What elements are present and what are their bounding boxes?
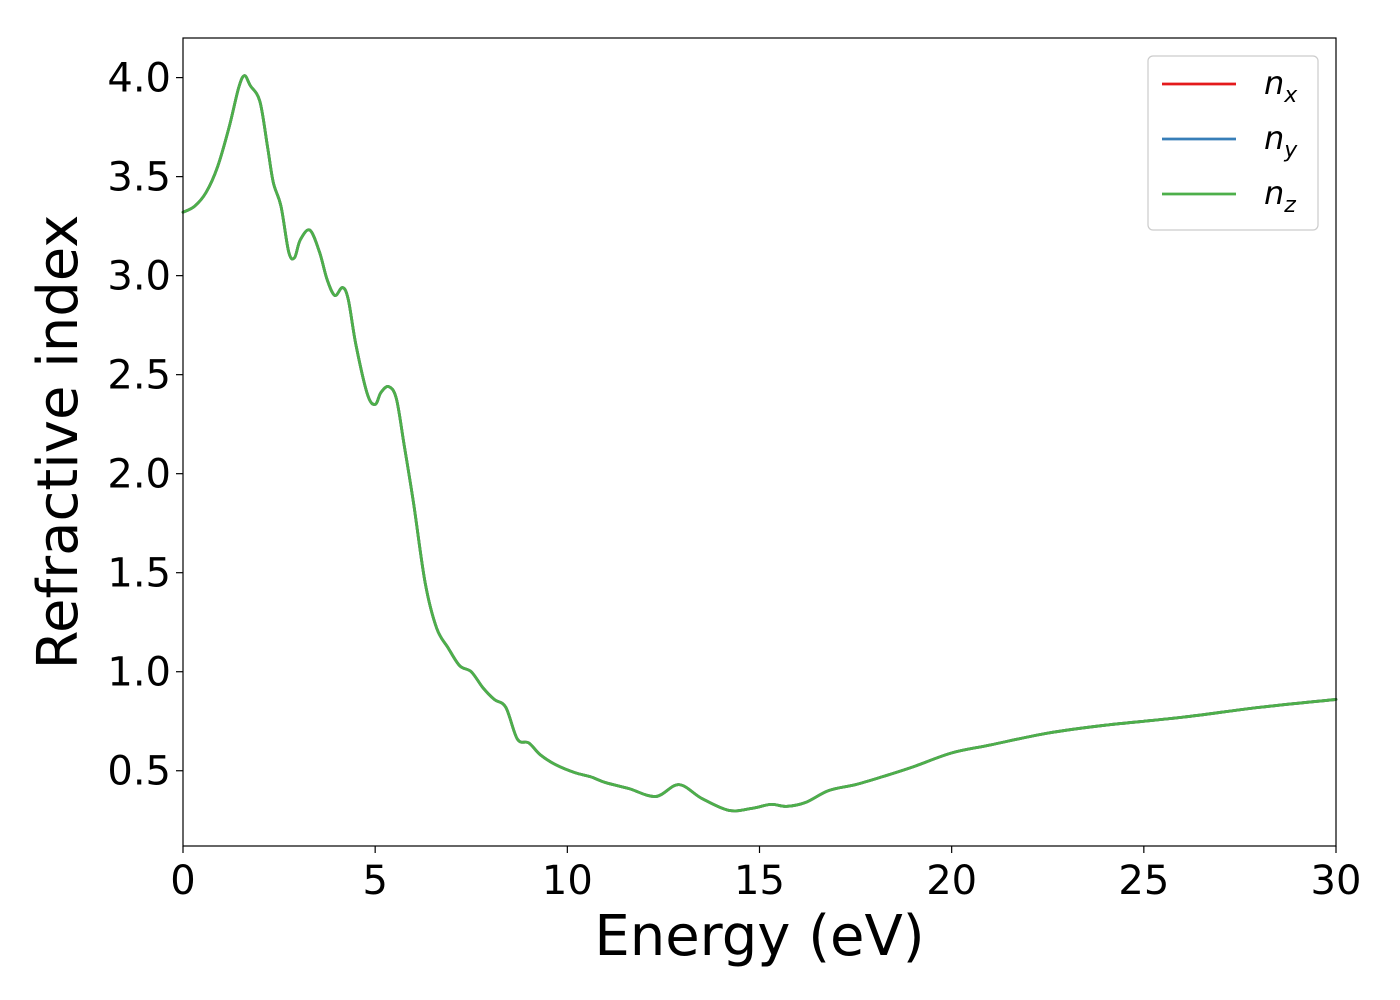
y-axis-ticks: 0.5 1.0 1.5 2.0 2.5 3.0 3.5 4.0: [107, 56, 183, 795]
x-tick-label: 0: [170, 858, 195, 904]
x-axis-ticks: 0 5 10 15 20 25 30: [170, 846, 1361, 904]
legend-label-n-z: nz: [1264, 174, 1296, 218]
y-tick-label: 3.5: [107, 155, 171, 201]
y-tick-label: 2.5: [107, 353, 171, 399]
series-layer: [181, 74, 1338, 813]
x-tick-label: 5: [362, 858, 387, 904]
series-line-n-z: [181, 74, 1338, 813]
legend-label-n-y: ny: [1264, 119, 1298, 163]
y-tick-label: 3.0: [107, 254, 171, 300]
legend-frame: [1147, 55, 1319, 231]
x-tick-label: 30: [1311, 858, 1362, 904]
legend-label-n-x: nx: [1264, 64, 1298, 108]
x-tick-label: 20: [926, 858, 977, 904]
y-tick-label: 1.0: [107, 650, 171, 696]
y-axis-label: Refractive index: [26, 215, 91, 670]
legend: nx ny nz: [1147, 55, 1319, 231]
x-tick-label: 15: [734, 858, 785, 904]
x-axis-label: Energy (eV): [594, 904, 924, 969]
y-tick-label: 0.5: [107, 749, 171, 795]
x-tick-label: 25: [1118, 858, 1169, 904]
y-tick-label: 4.0: [107, 56, 171, 102]
y-tick-label: 1.5: [107, 551, 171, 597]
x-tick-label: 10: [542, 858, 593, 904]
y-tick-label: 2.0: [107, 452, 171, 498]
